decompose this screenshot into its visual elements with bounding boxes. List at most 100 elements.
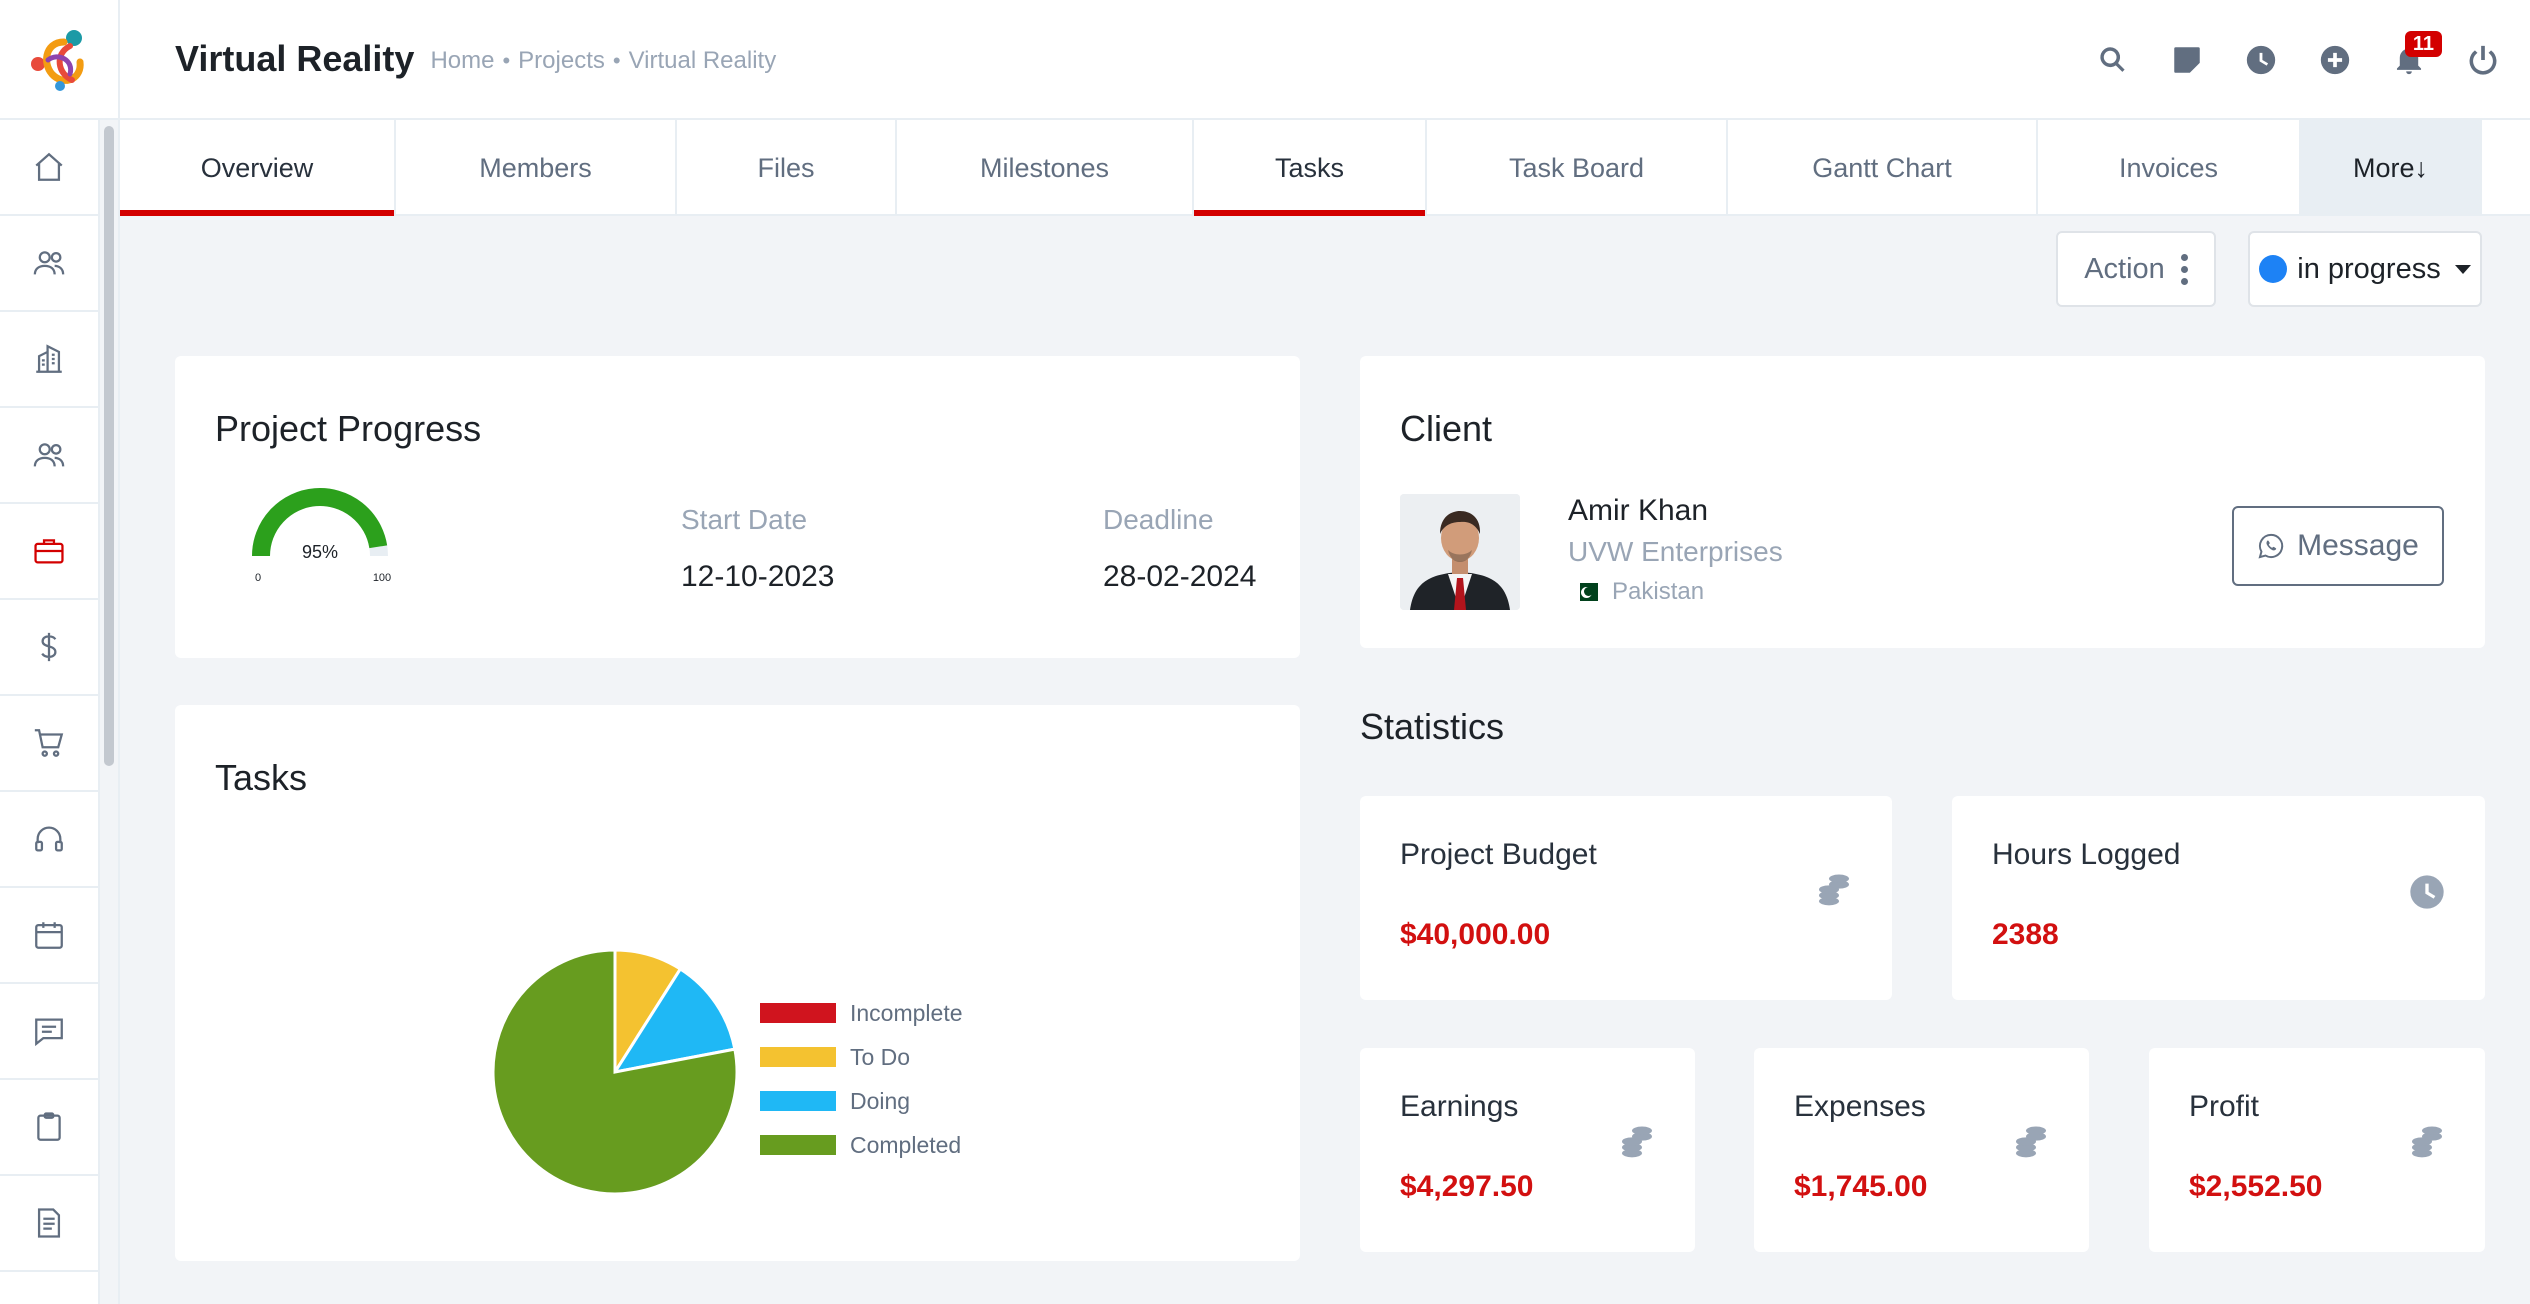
sidebar-item-projects[interactable]: [0, 504, 98, 600]
quick-add-button[interactable]: [2298, 23, 2372, 97]
sidebar-item-reports[interactable]: [0, 1176, 98, 1272]
pakistan-flag-icon: [1574, 583, 1598, 601]
message-button[interactable]: Message: [2232, 506, 2444, 586]
logo-icon: [31, 30, 84, 91]
hours-logged-value: 2388: [1992, 918, 2059, 951]
tab-overview[interactable]: Overview: [120, 120, 396, 216]
legend-swatch-to-do: [760, 1047, 836, 1067]
notification-count-badge: 11: [2404, 31, 2442, 57]
legend-swatch-incomplete: [760, 1003, 836, 1023]
gauge-min-label: 0: [255, 572, 261, 584]
plus-circle-icon: [2320, 45, 2350, 75]
sticky-notes-button[interactable]: [2150, 23, 2224, 97]
pie-slice-completed[interactable]: [491, 948, 739, 1196]
status-dot-icon: [2259, 255, 2288, 283]
tab-members[interactable]: Members: [396, 120, 677, 216]
notifications-button[interactable]: 11: [2372, 23, 2446, 97]
client-avatar[interactable]: [1400, 494, 1520, 610]
top-header: Virtual Reality Home • Projects • Virtua…: [120, 0, 2530, 120]
expenses-card: Expenses $1,745.00: [1754, 1048, 2089, 1252]
project-budget-card: Project Budget $40,000.00: [1360, 796, 1892, 1000]
project-tabs: Overview Members Files Milestones Tasks …: [120, 120, 2530, 216]
project-status-dropdown[interactable]: in progress: [2248, 231, 2482, 307]
client-photo-image: [1400, 494, 1520, 610]
briefcase-icon: [34, 539, 64, 564]
profit-card: Profit $2,552.50: [2149, 1048, 2485, 1252]
hours-logged-card: Hours Logged 2388: [1952, 796, 2485, 1000]
sidebar-item-events[interactable]: [0, 888, 98, 984]
coins-icon: [2407, 1124, 2447, 1164]
start-date-value: 12-10-2023: [681, 560, 835, 593]
caret-down-icon: [2454, 264, 2471, 274]
start-date-label: Start Date: [681, 504, 808, 535]
coins-icon: [1617, 1124, 1657, 1164]
breadcrumb-home[interactable]: Home: [430, 47, 495, 74]
app-logo[interactable]: [0, 0, 120, 120]
client-company: UVW Enterprises: [1568, 536, 1783, 567]
calendar-icon: [35, 922, 63, 949]
sidebar-item-clients[interactable]: [0, 408, 98, 504]
breadcrumb-current: Virtual Reality: [628, 47, 777, 74]
logout-button[interactable]: [2446, 23, 2520, 97]
message-button-label: Message: [2297, 529, 2419, 562]
project-budget-value: $40,000.00: [1400, 918, 1551, 951]
legend-label-doing[interactable]: Doing: [850, 1088, 910, 1114]
tab-gantt-chart[interactable]: Gantt Chart: [1728, 120, 2038, 216]
client-card: Client Amir Khan UVW Enterprises Pakista…: [1360, 356, 2485, 648]
tasks-pie-chart: Incomplete To Do Doing Completed: [491, 948, 963, 1196]
client-title: Client: [1400, 408, 1493, 449]
timer-button[interactable]: [2224, 23, 2298, 97]
gauge-max-label: 100: [373, 572, 391, 584]
progress-gauge: 95% 0 100: [252, 488, 391, 584]
sidebar-item-finance[interactable]: [0, 600, 98, 696]
profit-label: Profit: [2189, 1090, 2260, 1123]
legend-swatch-doing: [760, 1091, 836, 1111]
more-vertical-icon: [2180, 253, 2188, 285]
tab-more[interactable]: More↓: [2301, 120, 2482, 216]
expenses-label: Expenses: [1794, 1090, 1926, 1123]
legend-label-completed[interactable]: Completed: [850, 1132, 961, 1158]
client-name[interactable]: Amir Khan: [1568, 494, 1709, 527]
legend-label-incomplete[interactable]: Incomplete: [850, 1000, 963, 1026]
pie-slice-doing[interactable]: [611, 966, 737, 1075]
sidebar-item-messages[interactable]: [0, 984, 98, 1080]
chat-icon: [35, 1018, 63, 1047]
clock-icon: [2407, 872, 2447, 912]
document-icon: [37, 1208, 61, 1238]
home-icon: [35, 152, 63, 181]
earnings-label: Earnings: [1400, 1090, 1519, 1123]
sidebar-scrollbar[interactable]: [104, 126, 114, 766]
earnings-value: $4,297.50: [1400, 1170, 1534, 1203]
breadcrumb: Home • Projects • Virtual Reality: [430, 47, 776, 75]
tab-invoices[interactable]: Invoices: [2038, 120, 2301, 216]
tab-milestones[interactable]: Milestones: [897, 120, 1194, 216]
sidebar-item-home[interactable]: [0, 120, 98, 216]
sidebar-item-work[interactable]: [0, 312, 98, 408]
sidebar: [0, 120, 100, 1304]
tab-files[interactable]: Files: [677, 120, 897, 216]
profit-value: $2,552.50: [2189, 1170, 2323, 1203]
sidebar-item-tickets[interactable]: [0, 792, 98, 888]
statistics-heading: Statistics: [1360, 706, 1505, 747]
project-progress-card: Project Progress 95% 0 100 Start Date 12…: [175, 356, 1300, 658]
coins-icon: [1814, 872, 1854, 912]
legend-label-to-do[interactable]: To Do: [850, 1044, 910, 1070]
team-icon: [33, 443, 65, 467]
expenses-value: $1,745.00: [1794, 1170, 1928, 1203]
page-title: Virtual Reality: [175, 38, 415, 79]
sidebar-item-hr[interactable]: [0, 216, 98, 312]
sidebar-item-orders[interactable]: [0, 696, 98, 792]
project-budget-label: Project Budget: [1400, 838, 1597, 871]
breadcrumb-separator: •: [502, 48, 511, 73]
breadcrumb-projects[interactable]: Projects: [518, 47, 605, 74]
tab-task-board[interactable]: Task Board: [1427, 120, 1728, 216]
legend-swatch-completed: [760, 1135, 836, 1155]
action-dropdown-button[interactable]: Action: [2056, 231, 2216, 307]
deadline-label: Deadline: [1103, 504, 1214, 535]
status-label: in progress: [2297, 252, 2441, 285]
tab-tasks[interactable]: Tasks: [1194, 120, 1427, 216]
headset-icon: [35, 826, 63, 852]
tasks-title: Tasks: [215, 757, 308, 798]
sidebar-item-notice[interactable]: [0, 1080, 98, 1176]
search-button[interactable]: [2076, 23, 2150, 97]
